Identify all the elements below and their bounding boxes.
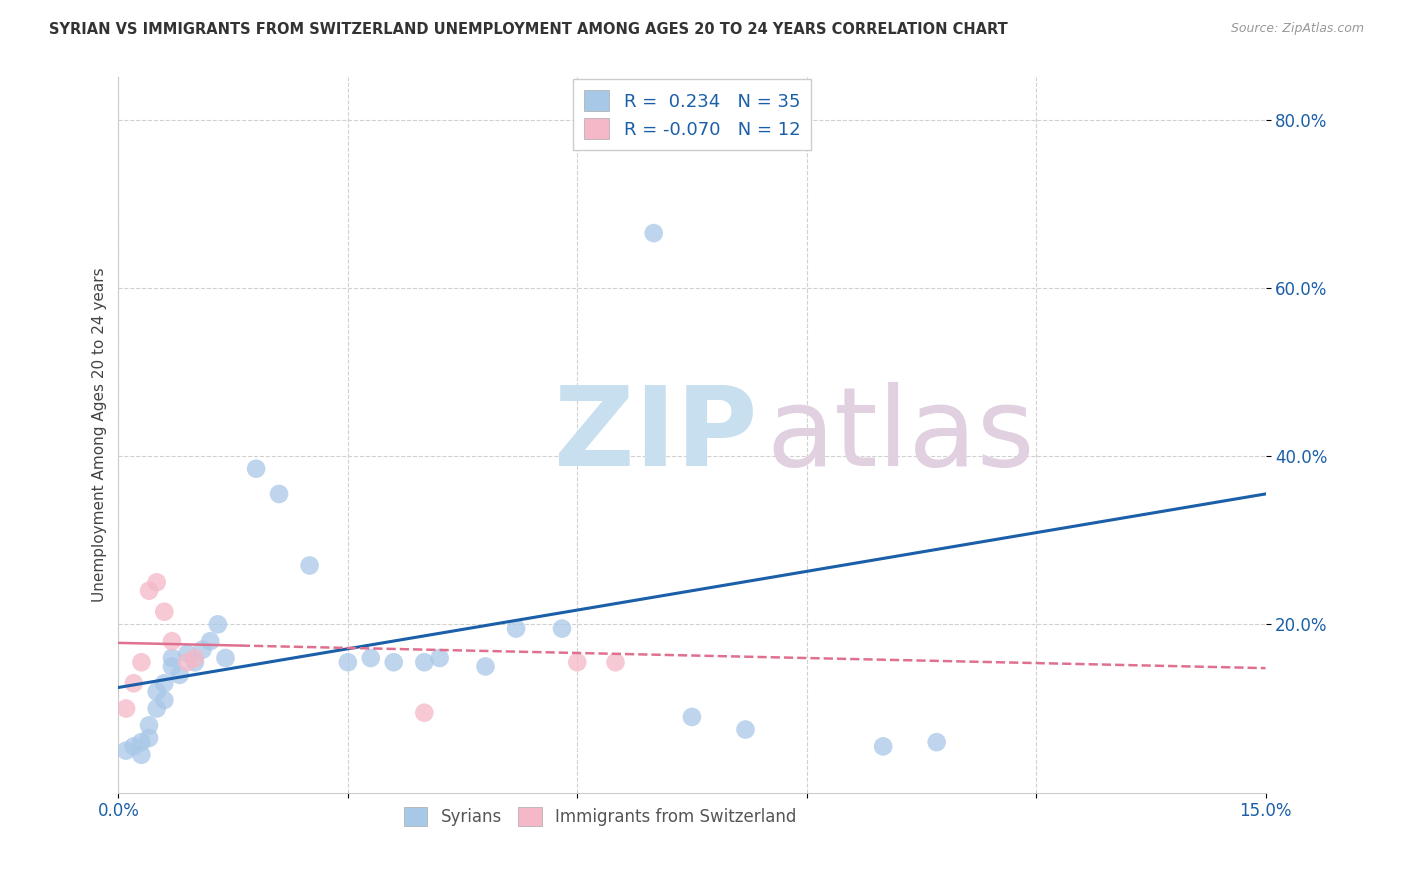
Point — [298, 558, 321, 573]
Y-axis label: Unemployment Among Ages 20 to 24 years: Unemployment Among Ages 20 to 24 years — [93, 268, 107, 602]
Point — [122, 739, 145, 754]
Point — [176, 647, 198, 661]
Point — [245, 461, 267, 475]
Point — [191, 642, 214, 657]
Point — [184, 655, 207, 669]
Point — [153, 605, 176, 619]
Point — [413, 706, 436, 720]
Point — [734, 723, 756, 737]
Point — [138, 731, 160, 745]
Point — [176, 655, 198, 669]
Text: Source: ZipAtlas.com: Source: ZipAtlas.com — [1230, 22, 1364, 36]
Point — [336, 655, 359, 669]
Point — [207, 617, 229, 632]
Point — [153, 693, 176, 707]
Point — [872, 739, 894, 754]
Text: ZIP: ZIP — [554, 382, 758, 489]
Point — [413, 655, 436, 669]
Point — [169, 668, 191, 682]
Point — [605, 655, 627, 669]
Point — [115, 701, 138, 715]
Point — [145, 701, 167, 715]
Point — [925, 735, 948, 749]
Text: SYRIAN VS IMMIGRANTS FROM SWITZERLAND UNEMPLOYMENT AMONG AGES 20 TO 24 YEARS COR: SYRIAN VS IMMIGRANTS FROM SWITZERLAND UN… — [49, 22, 1008, 37]
Point — [214, 651, 236, 665]
Text: atlas: atlas — [766, 382, 1035, 489]
Point — [131, 735, 153, 749]
Point — [429, 651, 451, 665]
Point — [122, 676, 145, 690]
Point — [115, 743, 138, 757]
Point — [681, 710, 703, 724]
Point — [551, 622, 574, 636]
Point — [474, 659, 496, 673]
Point — [200, 634, 222, 648]
Point — [643, 226, 665, 240]
Point — [184, 651, 207, 665]
Point — [138, 718, 160, 732]
Point — [131, 747, 153, 762]
Legend: Syrians, Immigrants from Switzerland: Syrians, Immigrants from Switzerland — [395, 798, 804, 834]
Point — [145, 575, 167, 590]
Point — [153, 676, 176, 690]
Point — [160, 659, 183, 673]
Point — [267, 487, 290, 501]
Point — [360, 651, 382, 665]
Point — [160, 634, 183, 648]
Point — [567, 655, 589, 669]
Point — [131, 655, 153, 669]
Point — [145, 684, 167, 698]
Point — [160, 651, 183, 665]
Point — [138, 583, 160, 598]
Point — [505, 622, 527, 636]
Point — [382, 655, 405, 669]
